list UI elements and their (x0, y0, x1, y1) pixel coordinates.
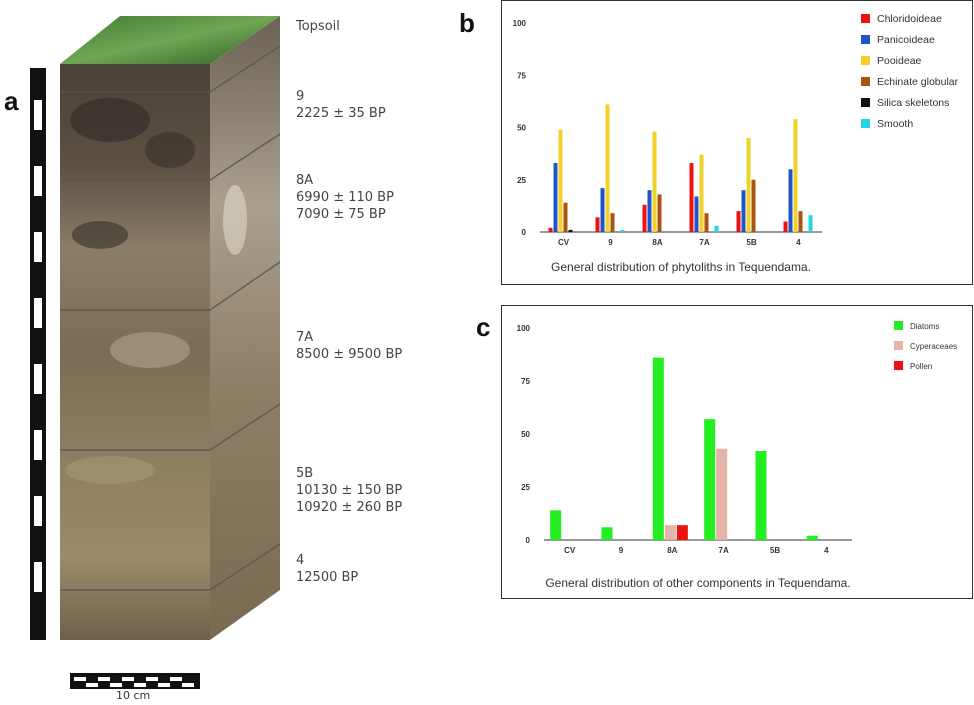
panel-letter-b: b (459, 8, 475, 38)
x-tick-label: 5B (746, 238, 756, 247)
bar-panicoideae-7a (694, 196, 699, 232)
legend-entry: Pollen (910, 362, 932, 371)
bar-smooth-4 (808, 215, 813, 232)
bar-pooideae-cv (558, 129, 563, 232)
bar-chloridoideae-9 (595, 217, 600, 232)
x-tick-label: 7A (719, 546, 729, 555)
panel-letter-a: a (4, 86, 19, 116)
legend-swatch (894, 361, 903, 370)
bar-chloridoideae-cv (548, 227, 553, 232)
legend-swatch (861, 56, 870, 65)
bar-chloridoideae-4 (783, 221, 788, 232)
y-tick-label: 0 (522, 228, 527, 237)
y-tick-label: 25 (521, 483, 530, 492)
bar-panicoideae-cv (553, 163, 558, 232)
y-tick-label: 50 (517, 124, 526, 133)
vertical-scale-bar (30, 68, 46, 640)
bar-panicoideae-5b (741, 190, 746, 232)
bar-panicoideae-4 (788, 169, 793, 232)
x-tick-label: 4 (824, 546, 829, 555)
legend-entry: Echinate globular (877, 76, 959, 88)
bar-smooth-9 (620, 229, 625, 232)
x-tick-label: 5B (770, 546, 780, 555)
bar-smooth-7a (714, 225, 719, 232)
x-tick-label: 9 (619, 546, 624, 555)
legend-entry: Diatoms (910, 322, 939, 331)
chart-title: General distribution of other components… (545, 576, 850, 590)
bar-pollen-8a (676, 525, 688, 540)
chart-b-phytoliths: 0 25 50 75 100 CV 9 8A 7A 5B 4 Chloridoideae Panicoi… (513, 13, 959, 274)
bar-pooideae-8a (652, 131, 657, 232)
bar-diatoms-7a (704, 419, 716, 540)
bar-panicoideae-9 (600, 188, 605, 232)
legend-entry: Silica skeletons (877, 97, 949, 109)
bar-diatoms-4 (806, 535, 818, 540)
y-tick-label: 75 (517, 71, 526, 80)
bar-cyperaceaes-7a (716, 448, 728, 540)
bar-cyperaceaes-8a (664, 525, 676, 540)
grass-top (60, 16, 280, 64)
horizontal-scale-bar (70, 673, 200, 689)
panel-letter-c: c (476, 312, 491, 342)
y-tick-label: 0 (526, 536, 531, 545)
y-tick-label: 100 (517, 324, 531, 333)
x-tick-label: 8A (667, 546, 677, 555)
bar-silica-skeletons-cv (568, 229, 573, 232)
chart-title: General distribution of phytoliths in Te… (551, 260, 811, 274)
bar-pooideae-7a (699, 154, 704, 232)
soil-side-face (210, 16, 280, 640)
y-tick-label: 100 (513, 19, 527, 28)
x-tick-label: CV (558, 238, 570, 247)
bar-diatoms-9 (601, 527, 613, 540)
bar-echinate-globular-4 (798, 211, 803, 232)
scale-label: 10 cm (116, 689, 151, 702)
legend-entry: Pooideae (877, 55, 922, 67)
bar-panicoideae-8a (647, 190, 652, 232)
y-tick-label: 50 (521, 430, 530, 439)
bar-echinate-globular-8a (657, 194, 662, 232)
x-tick-label: 8A (652, 238, 662, 247)
bar-echinate-globular-7a (704, 213, 709, 232)
y-tick-label: 25 (517, 176, 526, 185)
legend-swatch (894, 341, 903, 350)
layer-label-7a: 7A 8500 ± 9500 BP (296, 330, 403, 362)
layer-label-9: 9 2225 ± 35 BP (296, 89, 386, 121)
chart-c-other-components: 0 25 50 75 100 CV 9 8A 7A 5B 4 Diatoms Cyperaceaes Po… (517, 321, 957, 590)
x-tick-label: CV (564, 546, 576, 555)
bar-echinate-globular-9 (610, 213, 615, 232)
bar-diatoms-cv (550, 510, 562, 540)
bar-pooideae-9 (605, 104, 610, 232)
legend-swatch (861, 35, 870, 44)
layer-boundaries (60, 45, 281, 591)
bar-diatoms-8a (652, 357, 664, 540)
bar-pooideae-5b (746, 137, 751, 232)
legend-swatch (861, 119, 870, 128)
bar-chloridoideae-8a (642, 204, 647, 232)
layer-label-4: 4 12500 BP (296, 553, 359, 585)
legend-swatch (861, 98, 870, 107)
bar-chloridoideae-5b (736, 211, 741, 232)
legend-entry: Panicoideae (877, 34, 935, 46)
x-tick-label: 9 (608, 238, 613, 247)
bar-echinate-globular-5b (751, 179, 756, 232)
layer-label-5b: 5B 10130 ± 150 BP 10920 ± 260 BP (296, 466, 403, 515)
legend-entry: Chloridoideae (877, 13, 942, 25)
layer-label-8a: 8A 6990 ± 110 BP 7090 ± 75 BP (296, 173, 394, 222)
soil-profile-figure (30, 16, 281, 689)
bar-chloridoideae-7a (689, 163, 694, 232)
bar-diatoms-5b (755, 450, 767, 540)
legend-swatch (861, 77, 870, 86)
chart-c-frame: 0 25 50 75 100 CV 9 8A 7A 5B 4 Diatoms Cyperaceaes Po… (501, 305, 973, 599)
legend-swatch (894, 321, 903, 330)
legend-swatch (861, 14, 870, 23)
legend-entry: Smooth (877, 118, 913, 130)
legend-entry: Cyperaceaes (910, 342, 957, 351)
bar-echinate-globular-cv (563, 202, 568, 232)
y-tick-label: 75 (521, 377, 530, 386)
bar-pooideae-4 (793, 119, 798, 232)
layer-label-topsoil: Topsoil (296, 19, 340, 34)
x-tick-label: 7A (699, 238, 709, 247)
x-tick-label: 4 (796, 238, 801, 247)
chart-b-frame: 0 25 50 75 100 CV 9 8A 7A 5B 4 Chloridoideae Panicoi… (501, 0, 973, 285)
